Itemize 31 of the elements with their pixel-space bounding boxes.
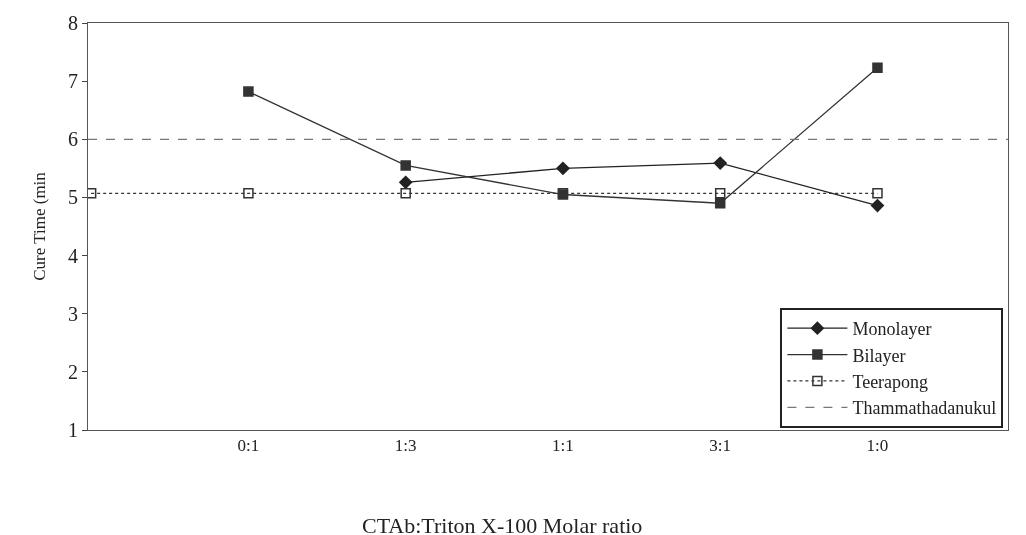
- x-tick-label: 1:3: [394, 436, 417, 456]
- point: [400, 188, 411, 199]
- point: [870, 198, 885, 213]
- point: [88, 188, 97, 199]
- y-tick-label: 8: [68, 12, 78, 34]
- x-tick-label: 3:1: [709, 436, 732, 456]
- point: [872, 62, 883, 74]
- legend-label: Teerapong: [852, 371, 929, 392]
- legend-label: Monolayer: [852, 319, 932, 340]
- x-axis-title: CTAb:Triton X-100 Molar ratio: [362, 513, 643, 535]
- y-tick-label: 7: [68, 70, 78, 93]
- point: [556, 161, 570, 175]
- y-tick-label: 3: [68, 302, 78, 325]
- legend-label: Bilayer: [852, 345, 906, 366]
- point: [400, 160, 411, 171]
- point: [399, 175, 413, 189]
- point: [243, 86, 254, 97]
- y-tick-label: 5: [68, 186, 78, 209]
- y-tick-label: 2: [68, 360, 78, 383]
- y-tick-label: 6: [68, 128, 78, 151]
- x-tick-label: 1:0: [866, 436, 889, 456]
- y-tick-label: 4: [68, 244, 78, 267]
- x-tick-label: 0:1: [237, 436, 260, 456]
- point: [243, 188, 254, 199]
- point: [713, 156, 727, 170]
- y-tick-label: 1: [68, 419, 78, 441]
- point: [714, 188, 726, 199]
- x-tick-label: 1:1: [552, 436, 574, 456]
- y-axis-title: Cure Time (min: [29, 171, 49, 281]
- legend-label: Thammathadanukul: [852, 398, 997, 419]
- point: [872, 188, 883, 199]
